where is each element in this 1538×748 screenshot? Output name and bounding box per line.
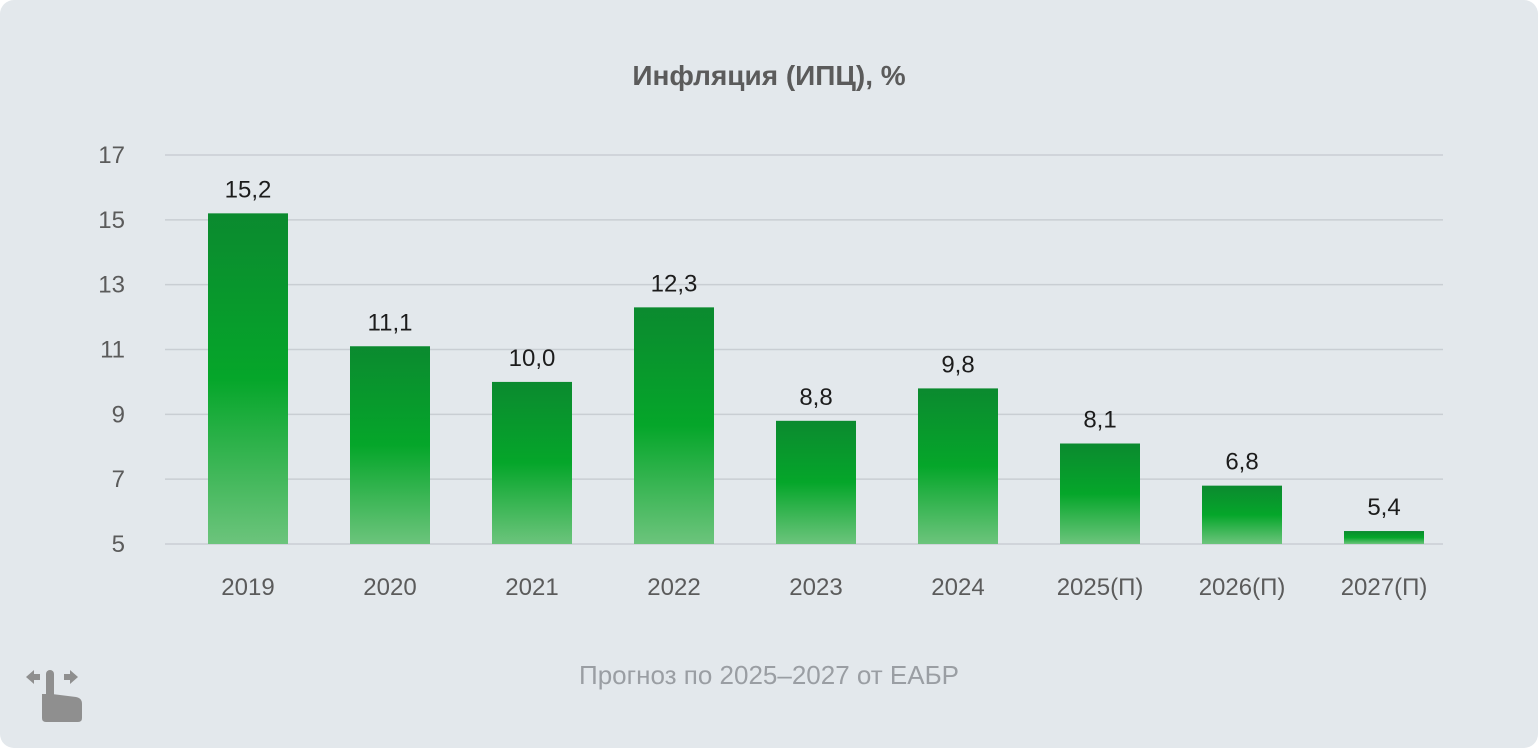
data-label: 15,2 — [225, 176, 272, 203]
swipe-hand-icon — [26, 670, 82, 722]
x-tick-label: 2027(П) — [1341, 574, 1428, 601]
x-tick-label: 2019 — [221, 574, 274, 601]
data-label: 8,1 — [1083, 407, 1116, 434]
data-label: 11,1 — [368, 309, 413, 336]
bars: 15,2 11,1 10,0 12,3 8,8 9,8 8,1 6,8 5,4 — [208, 176, 1424, 544]
footnote: Прогноз по 2025–2027 от ЕАБР — [579, 660, 959, 690]
y-tick-label: 15 — [98, 207, 125, 234]
bar-chart: 5 7 9 11 13 15 17 15,2 11,1 10,0 12,3 8,8 9,8 8,1 6,8… — [98, 142, 1443, 601]
data-label: 8,8 — [799, 384, 832, 411]
y-tick-label: 7 — [112, 466, 125, 493]
x-tick-label: 2024 — [931, 574, 984, 601]
x-tick-label: 2022 — [647, 574, 700, 601]
x-tick-label: 2025(П) — [1057, 574, 1144, 601]
bar-2026(П) — [1202, 485, 1282, 544]
x-tick-label: 2023 — [789, 574, 842, 601]
data-label: 6,8 — [1225, 449, 1258, 476]
bar-2027(П) — [1344, 531, 1424, 544]
y-tick-label: 13 — [98, 272, 125, 299]
x-tick-label: 2026(П) — [1199, 574, 1286, 601]
bar-2023 — [776, 420, 856, 544]
x-tick-label: 2020 — [363, 574, 416, 601]
bar-2022 — [634, 307, 714, 544]
bar-2024 — [918, 388, 998, 544]
x-axis-ticks: 2019 2020 2021 2022 2023 2024 2025(П) 2026(П) 20… — [221, 574, 1427, 601]
bar-2019 — [208, 213, 288, 544]
y-tick-label: 5 — [112, 531, 125, 558]
y-axis-ticks: 5 7 9 11 13 15 17 — [98, 142, 125, 558]
bar-2021 — [492, 381, 572, 544]
data-label: 9,8 — [941, 351, 974, 378]
data-label: 10,0 — [509, 345, 556, 372]
bar-2025(П) — [1060, 443, 1140, 544]
data-label: 12,3 — [651, 270, 698, 297]
y-tick-label: 17 — [98, 142, 125, 169]
y-tick-label: 9 — [112, 401, 125, 428]
y-tick-label: 11 — [100, 337, 125, 364]
data-label: 5,4 — [1367, 494, 1400, 521]
chart-title: Инфляция (ИПЦ), % — [632, 60, 906, 91]
x-tick-label: 2021 — [505, 574, 558, 601]
bar-2020 — [350, 346, 430, 544]
